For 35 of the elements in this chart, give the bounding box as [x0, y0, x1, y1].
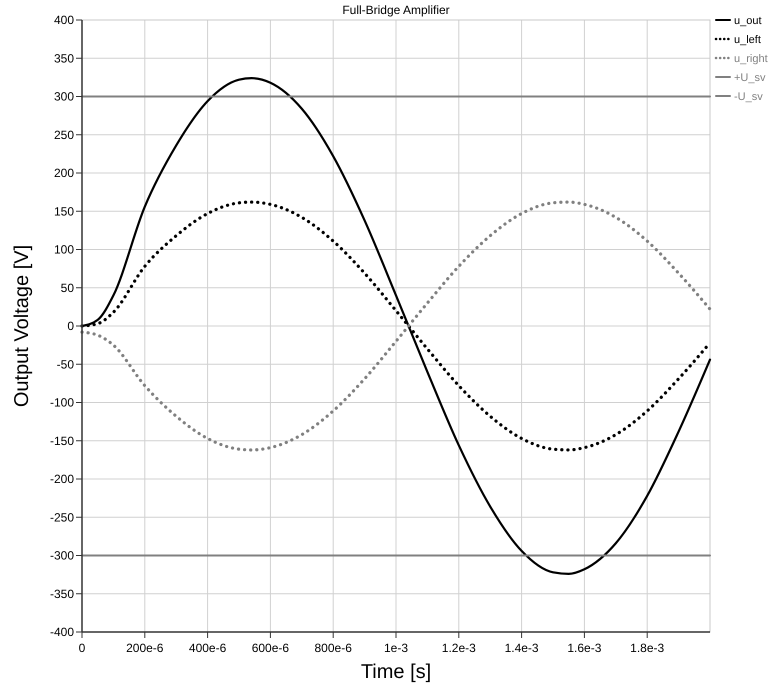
y-tick-label: 350: [54, 51, 74, 66]
y-axis-title: Output Voltage [V]: [11, 244, 33, 408]
x-tick-label: 1.4e-3: [504, 641, 539, 655]
x-axis-title: Time [s]: [360, 661, 432, 683]
legend-label: +U_sv: [734, 72, 766, 84]
x-tick-label: 1.8e-3: [630, 641, 665, 655]
y-tick-label: 100: [54, 242, 74, 256]
y-tick-label: -350: [50, 586, 74, 601]
y-tick-label: -250: [50, 510, 74, 524]
x-tick-label: 400e-6: [188, 641, 227, 655]
y-tick-label: 50: [60, 280, 74, 295]
x-tick-label: 600e-6: [252, 641, 290, 655]
x-tick-label: 800e-6: [314, 641, 352, 655]
x-tick-label: 0: [78, 641, 86, 655]
y-tick-label: -300: [50, 548, 74, 562]
y-tick-label: -50: [56, 357, 74, 372]
y-tick-label: 0: [67, 319, 74, 333]
y-tick-label: -400: [50, 625, 74, 639]
y-tick-label: -150: [50, 434, 74, 448]
y-tick-label: -100: [50, 396, 74, 410]
legend-label: -U_sv: [734, 91, 764, 103]
legend-label: u_right: [734, 53, 768, 65]
x-tick-label: 1.2e-3: [442, 641, 476, 655]
legend-label: u_out: [734, 15, 762, 27]
chart-title: Full-Bridge Amplifier: [342, 3, 450, 17]
y-tick-label: 150: [54, 204, 74, 218]
legend-label: u_left: [734, 34, 761, 46]
x-tick-label: 1.6e-3: [567, 641, 602, 655]
x-tick-label: 1e-3: [384, 641, 408, 655]
y-tick-label: 250: [54, 128, 74, 142]
y-tick-label: 300: [54, 90, 74, 104]
y-tick-label: 200: [54, 166, 74, 180]
y-tick-label: -200: [50, 472, 74, 486]
y-tick-label: 400: [54, 13, 74, 27]
x-tick-label: 200e-6: [126, 641, 164, 655]
